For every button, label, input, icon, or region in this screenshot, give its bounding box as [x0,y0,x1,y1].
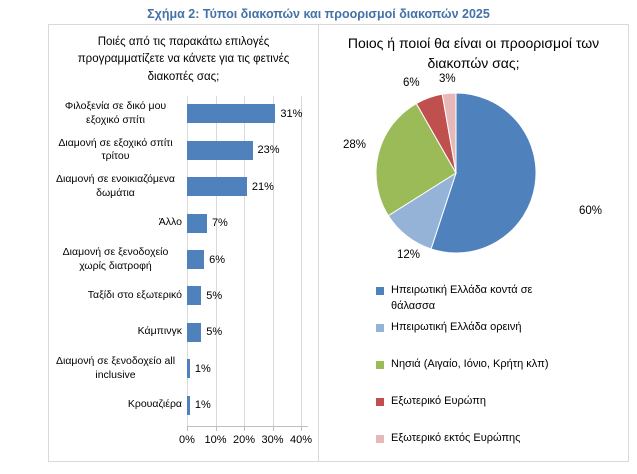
x-tick-label: 30% [261,433,284,446]
bar-category-label: Φιλοξενία σε δικό μου εξοχικό σπίτι [64,100,167,126]
bar-track: 7% [187,205,318,241]
legend-label: Εξωτερικό Ευρώπη [391,395,486,408]
bar [187,395,190,415]
bar-value-label: 31% [280,107,303,120]
bar [187,104,276,124]
pie-value-label: 3% [439,73,456,86]
bar [187,140,253,160]
bar-track: 1% [187,350,318,386]
bar-rows: Φιλοξενία σε δικό μου εξοχικό σπίτι 31% Δι… [49,96,318,424]
bar-track: 21% [187,169,318,205]
axis-tick [244,426,245,431]
legend-label: Ηπειρωτική Ελλάδα ορεινή [391,321,522,334]
bar-row: Άλλο 7% [49,205,318,241]
bar [187,213,207,233]
bar [187,359,190,379]
bar-track: 31% [187,96,318,132]
bar-chart-question: Ποιές από τις παρακάτω επιλογές προγραμμ… [77,36,290,83]
axis-tick [272,426,274,431]
pie-area: 60% 12% 28% 6% 3% [319,73,628,271]
bar-value-label: 1% [194,399,211,412]
pie-slice [375,103,457,217]
bar-track: 23% [187,132,318,168]
bar-category-label: Διαμονή σε ξενοδοχείο χωρίς διατροφή [62,245,169,272]
axis-tick [187,426,188,431]
bar-value-label: 5% [206,326,223,339]
bar-row: Διαμονή σε εξοχικό σπίτι τρίτου 23% [49,132,318,168]
bar-category-label: Κάμπινγκ [137,325,182,338]
bar [187,177,247,197]
legend-item: Εξωτερικό Ευρώπη [376,394,586,431]
legend-swatch [376,361,384,370]
figure: Σχήμα 2: Τύποι διακοπών και προορισμοί δ… [48,7,629,462]
legend-swatch [376,435,384,444]
axis-tick [301,426,302,431]
bar-value-label: 21% [251,180,274,193]
x-tick-label: 10% [204,433,227,446]
bar-track: 6% [187,241,318,277]
gridline [301,95,302,426]
bar-value-label: 5% [206,289,223,302]
bar [187,322,202,342]
bar-value-label: 6% [209,253,225,266]
bar [187,286,202,306]
legend-swatch [376,398,384,407]
bar-row: Κρουαζιέρα 1% [49,387,318,423]
bar-value-label: 7% [211,217,228,230]
pie-chart-panel: Ποιος ή ποιοί θα είναι οι προορισμοί των… [319,25,628,461]
bar-track: 5% [187,278,318,314]
legend-swatch [376,324,384,333]
chart-panels: Ποιές από τις παρακάτω επιλογές προγραμμ… [48,24,629,462]
bar-row: Διαμονή σε ενοικιαζόμενα δωμάτια 21% [49,169,318,205]
bar [187,250,205,269]
gridline [272,95,274,426]
pie-value-label: 12% [397,249,421,262]
pie-slice [430,92,537,254]
pie-legend: Ηπειρωτική Ελλάδα κοντά σε θάλασσα Ηπειρω… [376,283,586,468]
gridline [244,95,245,426]
pie-value-label: 28% [343,139,367,152]
legend-label: Νησιά (Αιγαίο, Ιόνιο, Κρήτη κλπ) [391,358,549,371]
bar-category-label: Άλλο [158,216,182,229]
pie-chart [375,92,537,254]
pie-slice [441,92,457,174]
legend-item: Νησιά (Αιγαίο, Ιόνιο, Κρήτη κλπ) [376,357,586,394]
bar-category-label: Διαμονή σε εξοχικό σπίτι τρίτου [58,136,173,163]
gridline [215,95,217,426]
x-axis: 0% 10% 20% 30% 40% [179,433,312,450]
legend-item: Ηπειρωτική Ελλάδα ορεινή [376,320,586,357]
bar-category-label: Ταξίδι στο εξωτερικό [87,289,182,302]
axis-tick [215,426,217,431]
x-tick-label: 40% [289,433,313,446]
pie-value-label: 60% [579,205,603,218]
bar-row: Ταξίδι στο εξωτερικό 5% [49,278,318,314]
legend-item: Εξωτερικό εκτός Ευρώπης [376,431,586,468]
pie-value-label: 6% [403,77,420,90]
legend-label: Εξωτερικό εκτός Ευρώπης [391,432,521,445]
legend-item: Ηπειρωτική Ελλάδα κοντά σε θάλασσα [376,283,586,320]
legend-swatch [376,287,384,296]
bar-chart: Φιλοξενία σε δικό μου εξοχικό σπίτι 31% Δι… [49,95,318,452]
bar-category-label: Διαμονή σε ξενοδοχείο all inclusive [55,355,176,381]
bar-row: Φιλοξενία σε δικό μου εξοχικό σπίτι 31% [49,96,318,132]
bar-value-label: 23% [257,144,280,157]
bar-row: Διαμονή σε ξενοδοχείο all inclusive 1% [49,350,318,386]
figure-title: Σχήμα 2: Τύποι διακοπών και προορισμοί δ… [147,7,490,21]
pie-chart-question: Ποιος ή ποιοί θα είναι οι προορισμοί των… [347,35,600,71]
bar-chart-panel: Ποιές από τις παρακάτω επιλογές προγραμμ… [49,25,319,461]
legend-label: Ηπειρωτική Ελλάδα κοντά σε θάλασσα [391,284,533,313]
x-tick-label: 20% [232,433,256,446]
bar-value-label: 1% [194,362,211,375]
bar-row: Διαμονή σε ξενοδοχείο χωρίς διατροφή 6% [49,241,318,277]
bar-row: Κάμπινγκ 5% [49,314,318,350]
bar-category-label: Διαμονή σε ενοικιαζόμενα δωμάτια [56,173,175,199]
bar-track: 5% [187,314,318,350]
x-tick-label: 0% [179,433,195,446]
bar-track: 1% [187,387,318,423]
bar-category-label: Κρουαζιέρα [127,398,182,411]
